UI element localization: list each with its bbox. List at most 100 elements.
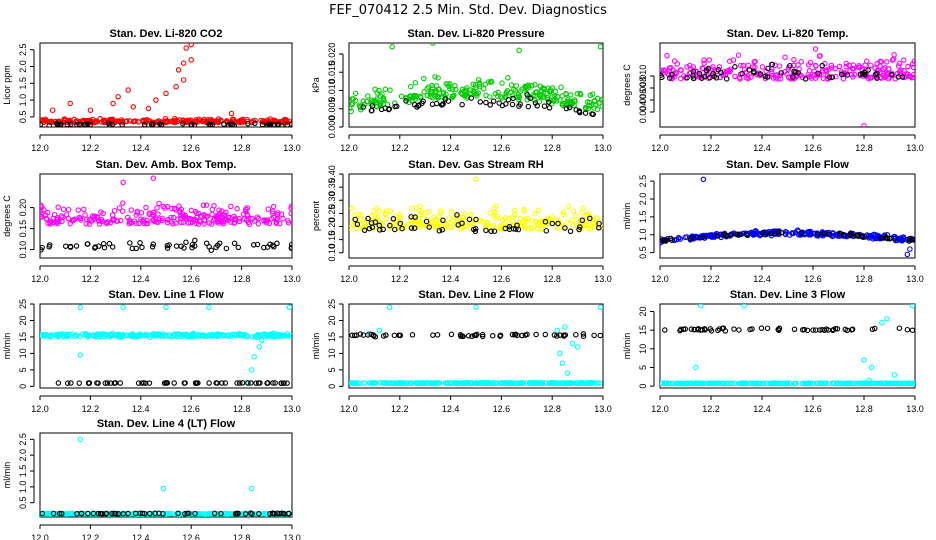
points-group	[40, 304, 292, 387]
data-point	[501, 220, 507, 227]
data-point	[245, 219, 252, 226]
data-point	[410, 92, 417, 99]
x-tick-label: 12.2	[702, 143, 720, 153]
data-point	[509, 101, 516, 108]
data-point	[195, 333, 202, 339]
data-point	[901, 68, 907, 74]
data-point	[812, 46, 819, 52]
data-point	[384, 101, 391, 108]
data-point	[854, 232, 861, 238]
data-point	[555, 217, 561, 224]
data-point	[95, 218, 102, 224]
panel-line1: Stan. Dev. Line 1 Flow ml/min 12.0 12.2 12.4…	[2, 289, 301, 414]
data-point	[699, 75, 705, 81]
data-point	[383, 332, 389, 338]
data-point	[734, 231, 741, 238]
y-tick-label: 0.010	[638, 65, 648, 88]
data-point	[597, 332, 603, 339]
data-point	[445, 81, 451, 87]
data-point	[764, 74, 770, 80]
data-point	[866, 377, 872, 384]
data-point	[580, 205, 587, 211]
data-point	[833, 73, 839, 80]
data-point	[421, 89, 427, 95]
data-point	[862, 62, 868, 68]
data-point	[730, 57, 737, 63]
data-point	[380, 95, 387, 101]
data-point	[731, 380, 738, 387]
data-point	[569, 340, 576, 347]
data-point	[82, 212, 88, 218]
data-point	[386, 304, 393, 311]
data-point	[491, 228, 498, 234]
data-point	[203, 511, 209, 517]
data-point	[596, 100, 602, 106]
data-point	[172, 118, 178, 125]
y-axis-label: ml/min	[622, 203, 632, 230]
data-point	[468, 95, 475, 101]
data-point	[682, 234, 689, 241]
data-point	[150, 209, 157, 216]
data-point	[577, 380, 583, 386]
data-point	[752, 231, 759, 238]
data-point	[449, 86, 456, 93]
data-point	[430, 332, 436, 338]
data-point	[106, 240, 113, 247]
data-point	[769, 61, 775, 68]
data-point	[366, 380, 373, 386]
data-point	[844, 72, 851, 78]
data-point	[488, 228, 494, 234]
data-point	[710, 71, 716, 77]
y-tick-label: 0.30	[327, 191, 337, 209]
x-tick-label: 13.0	[906, 143, 924, 153]
data-point	[506, 223, 513, 230]
data-point	[126, 220, 132, 227]
data-point	[143, 204, 149, 211]
data-point	[778, 229, 785, 236]
data-point	[55, 204, 61, 210]
data-point	[370, 380, 376, 386]
x-tick-label: 12.8	[855, 404, 873, 414]
data-point	[473, 216, 479, 223]
y-tick-label: 2.5	[18, 433, 28, 446]
x-tick-label: 12.8	[233, 533, 251, 540]
data-point	[245, 380, 251, 386]
data-point	[349, 108, 354, 115]
data-point	[111, 207, 118, 214]
data-point	[573, 331, 579, 338]
data-point	[180, 332, 187, 338]
data-point	[154, 331, 161, 337]
data-point	[803, 380, 809, 387]
data-point	[216, 240, 223, 246]
data-point	[285, 218, 291, 224]
data-point	[256, 510, 262, 517]
data-point	[265, 206, 272, 212]
data-point	[817, 380, 824, 387]
x-tick-label: 12.2	[391, 274, 409, 284]
data-point	[905, 71, 911, 77]
data-point	[513, 226, 519, 232]
y-tick-label: 10	[638, 344, 648, 354]
data-point	[448, 209, 455, 215]
data-point	[40, 510, 46, 517]
panel-title: Stan. Dev. Gas Stream RH	[408, 159, 544, 171]
data-point	[159, 215, 165, 222]
data-point	[426, 208, 432, 215]
data-point	[692, 364, 699, 371]
data-point	[868, 62, 874, 69]
data-point	[879, 319, 885, 326]
data-point	[425, 84, 432, 90]
data-point	[687, 235, 694, 242]
data-point	[504, 88, 511, 94]
x-tick-label: 12.8	[855, 274, 873, 284]
data-point	[737, 231, 743, 237]
data-point	[805, 229, 812, 235]
data-point	[407, 93, 413, 99]
data-point	[823, 67, 829, 74]
data-point	[432, 89, 438, 96]
data-point	[44, 216, 50, 223]
data-point	[390, 216, 397, 222]
points-group	[660, 46, 915, 127]
data-point	[588, 103, 594, 109]
